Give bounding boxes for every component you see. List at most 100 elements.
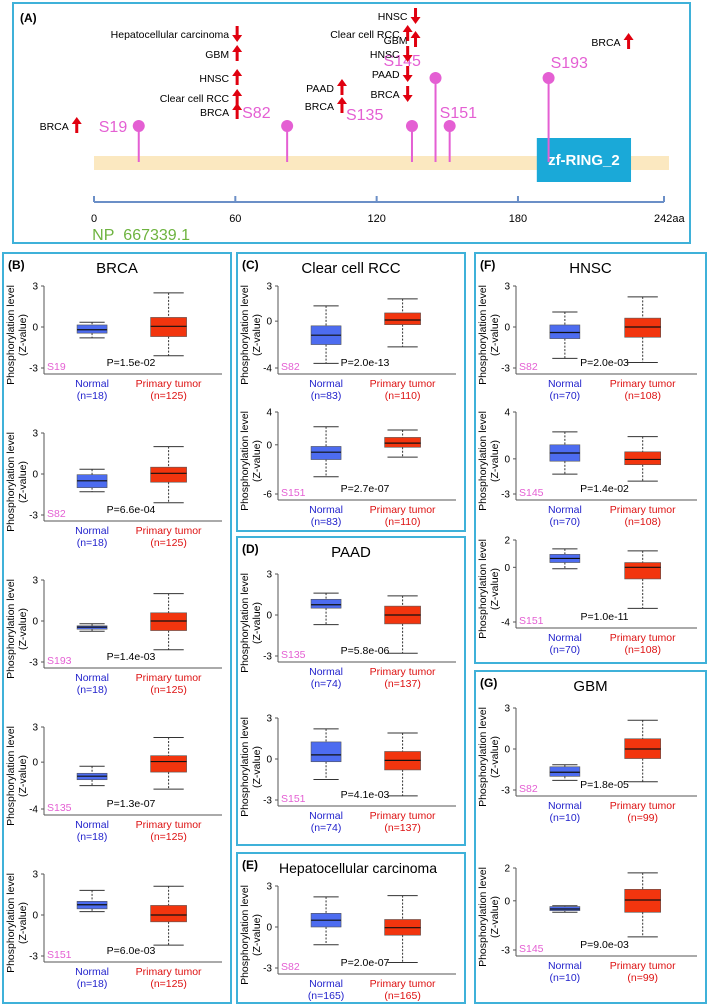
boxplot-paad-s135: Phosphorylation level (Z-value) 3 0 -3 S135 P=… (239, 570, 456, 690)
x-label-normal-n: (n=74) (311, 822, 342, 834)
arrow-down-icon (410, 8, 421, 24)
x-label-normal: Normal (309, 504, 343, 516)
x-label-normal-n: (n=18) (77, 978, 108, 990)
y-axis-label: Phosphorylation level (477, 285, 489, 385)
p-value-label: P=1.0e-11 (581, 611, 629, 623)
y-axis-label-unit: (Z-value) (17, 902, 29, 944)
boxplot-gbm-s145: Phosphorylation level (Z-value) 2 0 -3 S145 P=… (477, 864, 697, 984)
tumor-box (150, 612, 187, 631)
p-value-label: P=1.5e-02 (107, 357, 156, 369)
p-value-label: P=2.0e-03 (580, 357, 629, 369)
site-label: S82 (242, 105, 271, 122)
p-value-label: P=1.3e-07 (107, 798, 156, 810)
x-label-tumor: Primary tumor (610, 504, 676, 516)
boxplot-hnsc-s82: Phosphorylation level (Z-value) 3 0 -3 S82 P=2… (477, 282, 697, 402)
y-tick-label: 4 (266, 408, 272, 419)
axis-tick-label: 180 (509, 213, 527, 225)
y-tick-label: 0 (32, 758, 38, 769)
y-tick-label: 0 (266, 317, 272, 328)
y-tick-label: 0 (504, 563, 510, 574)
x-label-normal-n: (n=83) (311, 516, 342, 528)
y-tick-label: 3 (266, 570, 272, 581)
panel-d-label: (D) (242, 542, 259, 556)
x-label-tumor: Primary tumor (370, 810, 436, 822)
arrow-up-icon (623, 33, 634, 49)
arrow-up-icon (410, 31, 421, 47)
y-axis-label-unit: (Z-value) (17, 755, 29, 797)
y-tick-label: -6 (263, 490, 272, 501)
y-axis-label-unit: (Z-value) (251, 314, 263, 356)
site-label: S151 (47, 949, 72, 961)
tumor-box (624, 562, 661, 580)
x-label-tumor: Primary tumor (610, 960, 676, 972)
panel-c-label: (C) (242, 258, 259, 272)
tumor-box (624, 451, 661, 466)
boxplot-hcc-s82: Phosphorylation level (Z-value) 3 0 -3 S82 P=2… (239, 882, 456, 1002)
normal-box (76, 324, 108, 334)
site-label: S145 (384, 53, 421, 70)
x-label-tumor-n: (n=125) (150, 831, 186, 843)
arrow-down-icon (402, 66, 413, 82)
cancer-label: HNSC (370, 49, 400, 61)
cancer-label: Clear cell RCC (160, 93, 230, 105)
panel-g-label: (G) (480, 676, 498, 690)
y-axis-label-unit: (Z-value) (251, 602, 263, 644)
y-tick-label: 2 (504, 536, 510, 547)
lollipop-head (429, 72, 442, 84)
normal-box (310, 446, 342, 460)
boxplot-brca-s193: Phosphorylation level (Z-value) 3 0 -3 S193 P=… (5, 576, 222, 696)
p-value-label: P=5.8e-06 (341, 645, 390, 657)
y-axis-label: Phosphorylation level (239, 573, 251, 673)
axis-tick-label: 60 (229, 213, 241, 225)
panel-f: (F) HNSC Phosphorylation level (Z-value) 3… (474, 252, 707, 664)
boxplot-paad-s151: Phosphorylation level (Z-value) 3 0 -3 S151 P=… (239, 714, 456, 834)
x-label-tumor-n: (n=125) (150, 537, 186, 549)
y-tick-label: 0 (266, 611, 272, 622)
y-tick-label: -3 (501, 364, 510, 375)
site-label: S151 (440, 105, 477, 122)
panel-d-title: PAAD (331, 544, 371, 561)
x-label-tumor-n: (n=165) (384, 990, 420, 1002)
y-tick-label: -4 (263, 364, 272, 375)
arrow-up-icon (232, 69, 243, 85)
x-label-normal-n: (n=18) (77, 831, 108, 843)
arrow-down-icon (402, 46, 413, 62)
x-label-tumor: Primary tumor (136, 672, 202, 684)
x-label-tumor: Primary tumor (610, 632, 676, 644)
axis-tick-label: 120 (367, 213, 385, 225)
boxplot-brca-s82: Phosphorylation level (Z-value) 3 0 -3 S82 P=6… (5, 429, 222, 549)
x-label-normal: Normal (548, 800, 582, 812)
x-label-normal: Normal (75, 525, 109, 537)
arrow-up-icon (71, 117, 82, 133)
arrow-up-icon (336, 79, 347, 95)
arrow-down-icon (232, 26, 243, 42)
x-label-tumor: Primary tumor (136, 378, 202, 390)
cancer-label: Hepatocellular carcinoma (111, 29, 230, 41)
x-label-normal: Normal (75, 378, 109, 390)
y-tick-label: 3 (266, 882, 272, 893)
x-label-normal: Normal (309, 666, 343, 678)
cancer-label: GBM (205, 49, 229, 61)
site-label: S82 (281, 361, 300, 373)
boxplot-brca-s19: Phosphorylation level (Z-value) 3 0 -3 S19 P=1… (5, 282, 222, 402)
y-tick-label: -3 (501, 786, 510, 797)
panel-e-title: Hepatocellular carcinoma (279, 860, 437, 876)
panel-e-label: (E) (242, 858, 258, 872)
x-label-normal-n: (n=74) (311, 678, 342, 690)
y-axis-label-unit: (Z-value) (489, 896, 501, 938)
lollipop-head (132, 120, 145, 132)
x-label-normal-n: (n=18) (77, 390, 108, 402)
x-label-normal: Normal (548, 632, 582, 644)
y-tick-label: 0 (32, 470, 38, 481)
x-label-tumor-n: (n=110) (385, 516, 421, 528)
site-label: S151 (519, 615, 544, 627)
y-tick-label: 3 (32, 282, 38, 293)
protein-id-label: NP_667339.1 (92, 227, 190, 242)
y-tick-label: 3 (32, 723, 38, 734)
x-label-tumor-n: (n=108) (624, 390, 660, 402)
arrow-down-icon (402, 86, 413, 102)
tumor-box (150, 755, 187, 773)
y-axis-label-unit: (Z-value) (251, 914, 263, 956)
y-axis-label: Phosphorylation level (477, 411, 489, 511)
y-axis-label: Phosphorylation level (477, 539, 489, 639)
